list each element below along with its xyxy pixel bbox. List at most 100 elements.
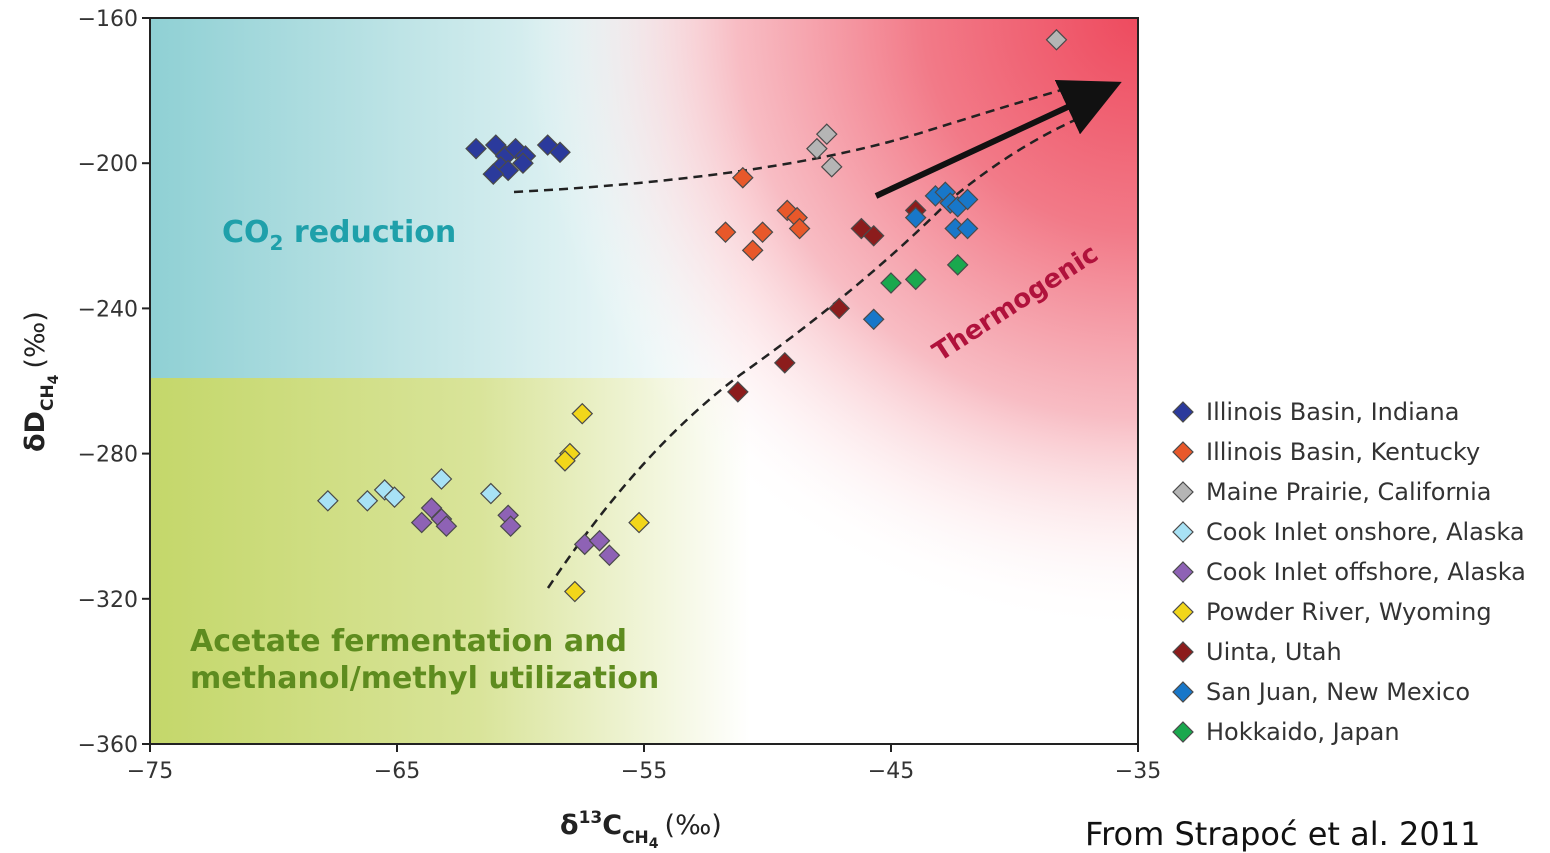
data-point bbox=[482, 163, 505, 185]
series-san-juan-new-mexico bbox=[862, 181, 979, 331]
y-axis-title: δDCH4(‰) bbox=[20, 311, 62, 452]
data-point bbox=[563, 580, 586, 603]
series-maine-prairie-california bbox=[806, 28, 1068, 178]
x-tick-label: −65 bbox=[374, 759, 420, 784]
series-hokkaido-japan bbox=[880, 253, 969, 294]
data-point bbox=[435, 515, 458, 538]
data-point bbox=[598, 544, 621, 567]
y-tick-label: −240 bbox=[78, 297, 138, 322]
legend-item-cook-inlet-onshore-alaska: Cook Inlet onshore, Alaska bbox=[1172, 518, 1525, 546]
data-point bbox=[956, 188, 979, 211]
data-point bbox=[946, 253, 969, 276]
data-point bbox=[499, 515, 522, 538]
x-tick-label: −55 bbox=[621, 759, 667, 784]
data-point bbox=[465, 137, 487, 160]
legend-label: Hokkaido, Japan bbox=[1206, 718, 1400, 746]
legend-label: Maine Prairie, California bbox=[1206, 478, 1492, 506]
data-point bbox=[862, 224, 885, 247]
series-illinois-basin-kentucky bbox=[714, 166, 811, 262]
data-point bbox=[430, 468, 453, 490]
legend-label: Cook Inlet offshore, Alaska bbox=[1206, 558, 1526, 586]
data-point bbox=[773, 352, 796, 374]
data-point bbox=[549, 141, 571, 164]
data-point bbox=[497, 159, 519, 182]
acetate-label-line1: Acetate fermentation and bbox=[190, 624, 627, 659]
data-point bbox=[751, 221, 774, 244]
legend-label: Uinta, Utah bbox=[1206, 638, 1342, 666]
legend-item-illinois-basin-indiana: Illinois Basin, Indiana bbox=[1172, 398, 1459, 426]
legend-item-san-juan-new-mexico: San Juan, New Mexico bbox=[1172, 678, 1470, 706]
y-tick-label: −160 bbox=[78, 7, 138, 32]
legend-marker bbox=[1172, 401, 1194, 423]
data-point bbox=[862, 308, 885, 331]
legend-item-uinta-utah: Uinta, Utah bbox=[1172, 638, 1342, 666]
data-point bbox=[356, 489, 379, 512]
legend-item-illinois-basin-kentucky: Illinois Basin, Kentucky bbox=[1172, 438, 1480, 466]
data-point bbox=[904, 206, 927, 229]
y-axis: −160 −200 −240 −280 −320 −360 bbox=[78, 7, 150, 758]
legend-label: San Juan, New Mexico bbox=[1206, 678, 1470, 706]
data-point bbox=[828, 297, 850, 320]
lower-trend-line bbox=[546, 118, 1076, 589]
acetate-label-line2: methanol/methyl utilization bbox=[190, 661, 659, 696]
legend-marker bbox=[1172, 561, 1194, 583]
legend-item-powder-river-wyoming: Powder River, Wyoming bbox=[1172, 598, 1492, 626]
plot-background bbox=[150, 18, 1138, 744]
legend-marker bbox=[1172, 721, 1194, 743]
y-tick-label: −280 bbox=[78, 443, 138, 468]
legend-label: Illinois Basin, Indiana bbox=[1206, 398, 1459, 426]
data-point bbox=[571, 402, 594, 425]
legend-item-maine-prairie-california: Maine Prairie, California bbox=[1172, 478, 1492, 506]
data-point bbox=[1045, 28, 1068, 51]
data-point bbox=[727, 381, 749, 403]
legend-marker bbox=[1172, 521, 1194, 543]
data-point bbox=[956, 217, 979, 240]
legend-marker bbox=[1172, 601, 1194, 623]
data-point bbox=[383, 486, 406, 509]
legend-item-cook-inlet-offshore-alaska: Cook Inlet offshore, Alaska bbox=[1172, 558, 1526, 586]
legend-marker bbox=[1172, 641, 1194, 663]
thermogenic-region bbox=[150, 18, 1138, 744]
legend-marker bbox=[1172, 681, 1194, 703]
source-note: From Strapoć et al. 2011 bbox=[1085, 815, 1481, 853]
legend-label: Illinois Basin, Kentucky bbox=[1206, 438, 1480, 466]
data-point bbox=[410, 511, 433, 534]
data-point bbox=[588, 529, 611, 552]
data-point bbox=[904, 268, 927, 291]
legend-marker bbox=[1172, 441, 1194, 463]
data-point bbox=[815, 123, 838, 146]
legend-label: Powder River, Wyoming bbox=[1206, 598, 1492, 626]
data-point bbox=[788, 217, 811, 240]
x-tick-label: −75 bbox=[127, 759, 173, 784]
trend-lines bbox=[513, 79, 1122, 589]
data-point bbox=[480, 482, 502, 505]
series-cook-inlet-onshore-alaska bbox=[316, 468, 502, 512]
series-illinois-basin-indiana bbox=[465, 134, 571, 185]
upper-trend-line bbox=[513, 86, 1069, 194]
x-tick-label: −35 bbox=[1115, 759, 1161, 784]
data-point bbox=[554, 450, 576, 472]
y-tick-label: −360 bbox=[78, 733, 138, 758]
legend-marker bbox=[1172, 481, 1194, 503]
data-point bbox=[880, 272, 902, 294]
data-point bbox=[628, 511, 650, 534]
co2-reduction-label: CO2 reduction bbox=[222, 215, 456, 255]
x-axis-title: δ13CCH4(‰) bbox=[560, 808, 722, 852]
series-cook-inlet-offshore-alaska bbox=[410, 497, 621, 567]
series-powder-river-wyoming bbox=[554, 402, 650, 603]
legend-label: Cook Inlet onshore, Alaska bbox=[1206, 518, 1525, 546]
data-points bbox=[316, 28, 1068, 603]
x-axis: −75 −65 −55 −45 −35 bbox=[127, 744, 1161, 784]
data-point bbox=[714, 221, 737, 244]
data-point bbox=[316, 489, 339, 512]
legend: Illinois Basin, Indiana Illinois Basin, K… bbox=[1172, 398, 1526, 746]
data-point bbox=[820, 155, 843, 178]
y-tick-label: −320 bbox=[78, 588, 138, 613]
y-tick-label: −200 bbox=[78, 152, 138, 177]
x-tick-label: −45 bbox=[868, 759, 914, 784]
legend-item-hokkaido-japan: Hokkaido, Japan bbox=[1172, 718, 1400, 746]
axis-titles: δ13CCH4(‰) δDCH4(‰) bbox=[20, 311, 722, 852]
data-point bbox=[741, 239, 764, 262]
data-point bbox=[512, 152, 534, 175]
